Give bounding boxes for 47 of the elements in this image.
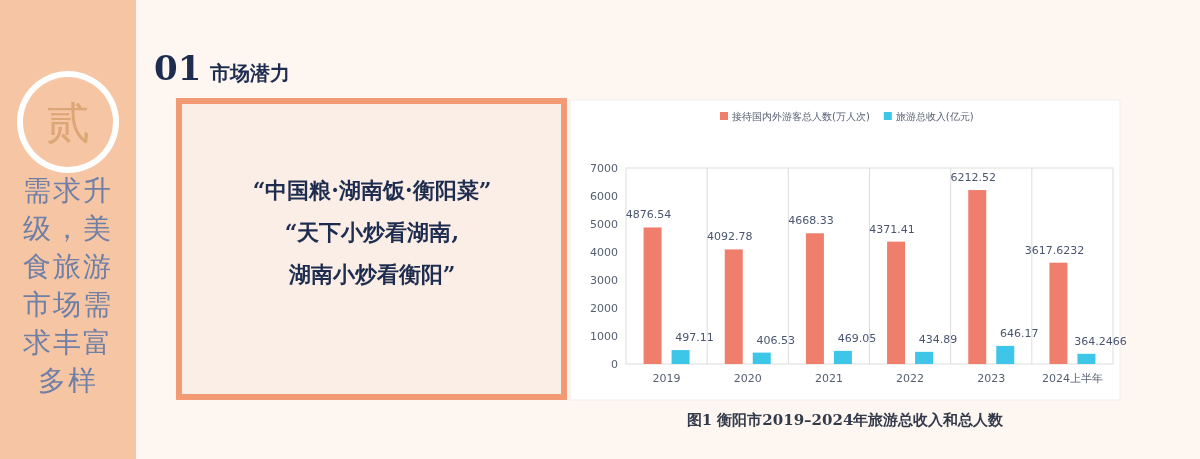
data-label: 434.89 <box>918 332 958 346</box>
bar <box>805 233 824 364</box>
y-tick-label: 5000 <box>590 218 618 231</box>
data-label: 406.53 <box>756 333 795 347</box>
text: “中国粮·湖南饭·衡阳菜” <box>252 177 492 203</box>
bar <box>1049 262 1068 364</box>
bar <box>887 241 906 364</box>
y-tick-label: 6000 <box>590 190 618 203</box>
text: 湖南小炒看衡阳” <box>287 261 456 287</box>
text: 图1 衡阳市2019–2024年旅游总收入和总人数 <box>686 411 1005 429</box>
y-tick-label: 4000 <box>590 246 618 259</box>
y-tick-label: 3000 <box>590 274 618 287</box>
legend-label: 旅游总收入(亿元) <box>895 111 974 122</box>
data-label: 3617.6232 <box>1024 243 1085 257</box>
bar <box>643 227 662 364</box>
data-label: 4876.54 <box>625 208 672 222</box>
bar <box>915 351 934 364</box>
x-tick-label: 2019 <box>652 372 681 385</box>
bar <box>1077 353 1096 364</box>
bar <box>671 350 690 364</box>
text: “天下小炒看湖南, <box>284 219 460 245</box>
bar <box>752 352 771 364</box>
text: 市场潜力 <box>209 61 290 85</box>
x-tick-label: 2024上半年 <box>1041 372 1103 385</box>
text: 01 <box>154 48 202 88</box>
x-tick-label: 2020 <box>733 372 762 385</box>
y-tick-label: 1000 <box>590 330 618 343</box>
bar <box>996 345 1015 364</box>
data-label: 646.17 <box>1000 326 1039 340</box>
data-label: 6212.52 <box>950 171 996 185</box>
data-label: 497.11 <box>675 331 714 345</box>
y-tick-label: 2000 <box>590 302 618 315</box>
x-tick-label: 2022 <box>896 372 925 385</box>
bar <box>968 190 987 364</box>
data-label: 469.05 <box>837 331 877 345</box>
data-label: 364.2466 <box>1074 334 1127 348</box>
data-label: 4371.41 <box>869 222 915 236</box>
x-tick-label: 2021 <box>814 372 843 385</box>
data-label: 4092.78 <box>707 230 753 244</box>
y-tick-label: 7000 <box>590 162 618 175</box>
x-tick-label: 2023 <box>977 372 1006 385</box>
data-label: 4668.33 <box>788 214 834 228</box>
legend-label: 接待国内外游客总人数(万人次) <box>732 111 870 122</box>
y-tick-label: 0 <box>611 358 618 371</box>
bar <box>833 350 852 364</box>
bar <box>724 249 743 364</box>
text: 需求升级，美食旅游市场需求丰富多样 <box>23 174 113 397</box>
